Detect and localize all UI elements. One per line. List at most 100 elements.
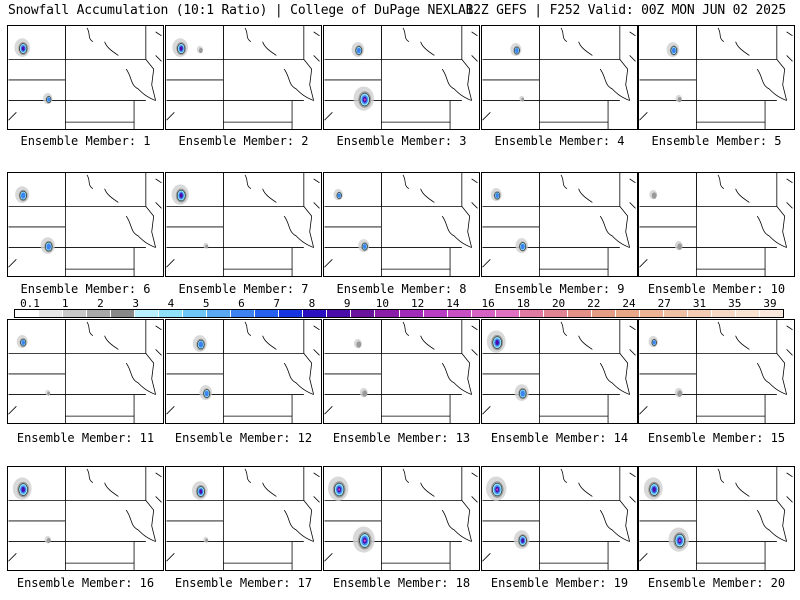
colorbar-swatch — [687, 310, 712, 317]
ensemble-member-map — [7, 466, 164, 571]
colorbar-swatch — [567, 310, 592, 317]
state-border — [539, 320, 621, 354]
ensemble-member-map — [323, 172, 480, 277]
state-border — [313, 178, 320, 184]
colorbar-swatch — [231, 310, 256, 317]
state-border — [461, 500, 473, 542]
state-border — [155, 472, 162, 478]
state-border — [539, 173, 621, 207]
colorbar-tick: 4 — [167, 297, 175, 310]
state-border — [223, 320, 305, 354]
state-border — [381, 26, 463, 60]
state-border — [262, 41, 277, 56]
state-border — [786, 178, 793, 184]
state-border — [629, 202, 636, 209]
state-border — [717, 321, 725, 337]
state-border — [578, 482, 593, 497]
state-border — [155, 55, 162, 62]
ensemble-member-map — [7, 172, 164, 277]
member-caption: Ensemble Member: 1 — [20, 134, 151, 148]
snow-blob — [203, 536, 209, 543]
state-border — [776, 500, 788, 542]
ensemble-member-map — [7, 319, 164, 424]
colorbar-tick: 22 — [587, 297, 601, 310]
state-border — [86, 27, 94, 43]
state-border — [629, 325, 636, 331]
state-border — [8, 500, 66, 542]
snow-blob — [668, 527, 689, 552]
state-border — [539, 26, 621, 60]
snow-blob — [43, 92, 53, 105]
colorbar-tick: 12 — [410, 297, 425, 310]
ensemble-member-map — [165, 172, 322, 277]
state-border — [86, 321, 94, 337]
state-border — [471, 202, 478, 209]
state-border — [125, 362, 156, 395]
ensemble-member-map — [165, 25, 322, 130]
state-border — [65, 26, 147, 60]
member-caption: Ensemble Member: 4 — [494, 134, 625, 148]
state-border — [786, 349, 793, 356]
ensemble-member-map — [638, 25, 795, 130]
state-border — [619, 500, 631, 542]
state-border — [639, 173, 697, 207]
state-border — [324, 173, 382, 207]
state-border — [223, 173, 305, 207]
state-border — [629, 349, 636, 356]
state-border — [639, 259, 648, 268]
snow-blob — [674, 387, 683, 398]
state-border — [786, 325, 793, 331]
colorbar-tick: 39 — [763, 297, 777, 310]
colorbar-swatch — [615, 310, 640, 317]
state-border — [324, 353, 382, 395]
colorbar-tick: 2 — [97, 297, 104, 310]
state-border — [629, 178, 636, 184]
state-border — [735, 335, 750, 350]
state-border — [539, 467, 621, 501]
state-border — [599, 509, 630, 542]
state-border — [482, 26, 540, 60]
snow-blob — [353, 86, 374, 111]
colorbar-swatch — [495, 310, 520, 317]
state-border — [482, 406, 491, 415]
snow-blob — [486, 476, 507, 501]
member-caption: Ensemble Member: 12 — [174, 431, 313, 445]
state-border — [324, 259, 333, 268]
colorbar-tick: 20 — [551, 297, 566, 310]
state-border — [578, 41, 593, 56]
ensemble-member-map — [323, 466, 480, 571]
state-border — [441, 215, 472, 248]
ensemble-member-map — [165, 466, 322, 571]
state-border — [420, 41, 435, 56]
colorbar-tick: 9 — [343, 297, 351, 310]
colorbar-tick: 6 — [238, 297, 245, 310]
snowfall-colorbar — [14, 309, 784, 318]
state-border — [639, 553, 648, 562]
ensemble-member-map — [323, 25, 480, 130]
colorbar-tick: 14 — [446, 297, 460, 310]
state-border — [8, 406, 17, 415]
member-caption: Ensemble Member: 9 — [494, 282, 625, 296]
state-border — [166, 406, 175, 415]
colorbar-tick: 35 — [728, 297, 742, 310]
state-border — [283, 215, 314, 248]
state-border — [441, 509, 472, 542]
state-border — [155, 178, 162, 184]
member-caption: Ensemble Member: 20 — [647, 576, 786, 590]
state-border — [313, 55, 320, 62]
state-border — [560, 321, 568, 337]
colorbar-swatch — [255, 310, 280, 317]
snow-blob — [40, 237, 55, 254]
state-border — [324, 320, 382, 354]
colorbar-swatch — [351, 310, 376, 317]
state-border — [244, 321, 252, 337]
colorbar-tick: 7 — [273, 297, 280, 310]
state-border — [104, 482, 119, 497]
state-border — [696, 320, 778, 354]
snow-blob — [674, 240, 683, 251]
colorbar-swatch — [159, 310, 184, 317]
state-border — [223, 26, 305, 60]
colorbar-tick: 24 — [622, 297, 636, 310]
colorbar-swatch — [543, 310, 568, 317]
state-border — [756, 362, 787, 395]
